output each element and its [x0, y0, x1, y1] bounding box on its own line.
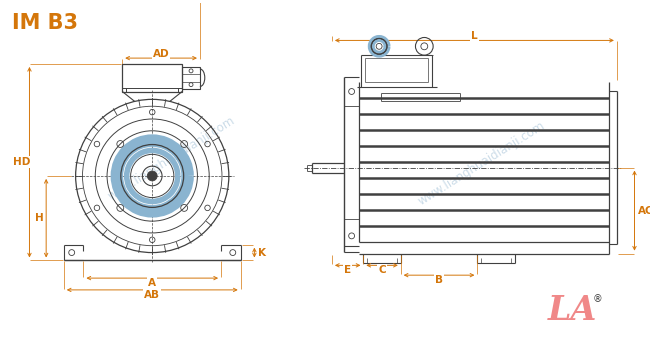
Text: C: C [378, 265, 386, 275]
Text: AD: AD [153, 49, 170, 59]
Text: K: K [258, 247, 266, 258]
Text: www.lianghuaidianji.com: www.lianghuaidianji.com [106, 114, 238, 203]
Text: L: L [471, 31, 478, 40]
Text: ®: ® [592, 294, 602, 304]
Text: LA: LA [548, 294, 597, 327]
Circle shape [148, 171, 157, 181]
Text: www.lianghuaidianji.com: www.lianghuaidianji.com [415, 119, 547, 208]
Text: E: E [344, 265, 351, 275]
Text: A: A [148, 278, 156, 288]
Text: AC: AC [638, 206, 650, 216]
Text: H: H [35, 213, 44, 223]
Text: AB: AB [144, 290, 161, 300]
Text: HD: HD [13, 157, 31, 167]
Bar [122, 64, 182, 93]
Text: B: B [435, 275, 443, 285]
Bar [182, 67, 200, 88]
Text: IM B3: IM B3 [12, 13, 78, 33]
